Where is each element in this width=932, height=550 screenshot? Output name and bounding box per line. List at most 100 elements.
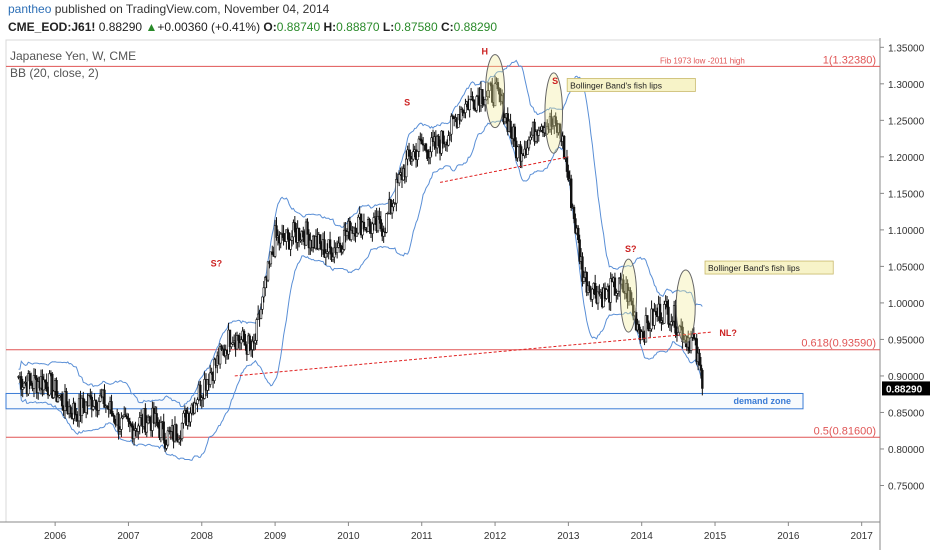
last-price: 0.88290 — [98, 20, 143, 34]
price-bar-body — [376, 215, 380, 232]
price-change: +0.00360 (+0.41%) — [157, 20, 261, 34]
price-bar-body — [340, 245, 343, 253]
last-price-tag-label: 0.88290 — [886, 384, 923, 395]
price-bar-body — [44, 379, 47, 383]
fib-level-label: 1(1.32380) — [823, 54, 876, 66]
price-bar-body — [616, 290, 619, 294]
price-bar-body — [113, 415, 116, 423]
price-bar-body — [94, 400, 98, 410]
price-bar-body — [248, 335, 251, 344]
price-bar-body — [596, 291, 600, 304]
price-bar-body — [498, 88, 501, 95]
price-bar-body — [121, 416, 125, 419]
price-bar-body — [45, 381, 48, 392]
y-tick-label: 1.35000 — [888, 43, 925, 54]
price-bar-body — [412, 151, 415, 160]
price-bar-body — [331, 256, 335, 261]
price-bar-body — [231, 342, 234, 345]
price-bar-body — [574, 218, 577, 234]
price-bar-body — [144, 408, 147, 433]
price-bar-body — [562, 135, 566, 159]
price-bar-body — [319, 234, 322, 244]
price-bar-body — [273, 225, 277, 257]
price-bar-body — [658, 303, 662, 323]
author-link[interactable]: pantheo — [8, 2, 52, 16]
price-bar-body — [632, 304, 635, 316]
price-bar-body — [82, 397, 85, 409]
price-bar-body — [481, 89, 484, 105]
price-bar-body — [605, 289, 608, 299]
price-bar-body — [90, 396, 93, 410]
price-bar-body — [163, 439, 167, 449]
price-bar-body — [110, 401, 113, 414]
price-bar-body — [60, 393, 64, 407]
price-bar-body — [111, 413, 115, 417]
price-bar-body — [593, 283, 597, 295]
price-bar-body — [289, 240, 292, 250]
publisher-line: pantheo published on TradingView.com, No… — [8, 2, 329, 16]
price-bar-body — [641, 331, 645, 338]
price-bar-body — [371, 223, 374, 234]
price-bar-body — [32, 375, 36, 389]
last-price-tag — [882, 381, 930, 396]
price-chart[interactable]: 1.35000 1.30000 1.25000 1.20000 1.15000 1.100… — [0, 38, 932, 550]
price-bar-body — [179, 438, 182, 440]
x-tick-label: 2013 — [557, 531, 580, 542]
price-bar-body — [27, 373, 30, 395]
price-bar-body — [471, 96, 474, 101]
price-bar-body — [269, 251, 273, 265]
price-bar-body — [405, 158, 408, 178]
price-bar-body — [578, 239, 581, 262]
price-bar-body — [695, 338, 698, 362]
price-bar-body — [220, 346, 223, 350]
price-bar-body — [679, 325, 683, 328]
pattern-marker-label: H — [482, 47, 489, 57]
y-tick-label: 0.85000 — [888, 408, 925, 419]
price-bar-body — [427, 157, 430, 159]
price-bar-body — [457, 114, 460, 128]
price-bar-body — [28, 373, 31, 382]
low-label: L: — [382, 20, 395, 34]
price-bar-body — [654, 310, 658, 313]
price-bar-body — [255, 319, 258, 341]
price-bar-body — [395, 179, 398, 204]
symbol-label: CME_EOD:J61! — [8, 20, 96, 34]
price-bar-body — [99, 394, 102, 402]
y-tick-label: 1.10000 — [888, 226, 925, 237]
price-bar-body — [615, 292, 618, 296]
price-bar-body — [546, 125, 549, 135]
price-bar-body — [299, 239, 302, 242]
price-bar-body — [354, 227, 357, 237]
price-bar-body — [468, 98, 471, 111]
price-bar-body — [240, 339, 243, 344]
price-bar-body — [554, 116, 557, 124]
price-bar-body — [368, 219, 371, 227]
price-bars — [17, 75, 704, 452]
price-bar-body — [235, 335, 239, 350]
price-bar-body — [585, 272, 588, 293]
x-tick-label: 2014 — [631, 531, 654, 542]
price-bar-body — [282, 233, 285, 241]
price-bar-body — [29, 380, 33, 386]
price-bar-body — [682, 339, 686, 343]
price-bar-body — [701, 369, 704, 389]
price-bar-body — [165, 444, 168, 449]
x-tick-label: 2009 — [264, 531, 287, 542]
price-bar-body — [419, 138, 422, 141]
price-bar-body — [386, 212, 390, 215]
price-bar-body — [264, 277, 267, 289]
price-bar-body — [451, 115, 454, 118]
ohlc-line: CME_EOD:J61! 0.88290 ▲+0.00360 (+0.41%) … — [8, 20, 497, 34]
price-bar-body — [178, 438, 181, 443]
annotation-text: Bollinger Band's fish lips — [570, 80, 662, 90]
price-bar-body — [698, 352, 701, 366]
price-bar-body — [516, 146, 519, 159]
price-bar-body — [293, 222, 297, 231]
chart-legend-indicator[interactable]: BB (20, close, 2) — [10, 66, 99, 80]
pattern-marker-label: S? — [625, 244, 637, 254]
price-bar-body — [567, 171, 570, 181]
price-bar-body — [193, 402, 196, 414]
price-bar-body — [118, 429, 122, 432]
price-bar-body — [551, 125, 555, 127]
price-bar-body — [424, 143, 428, 151]
